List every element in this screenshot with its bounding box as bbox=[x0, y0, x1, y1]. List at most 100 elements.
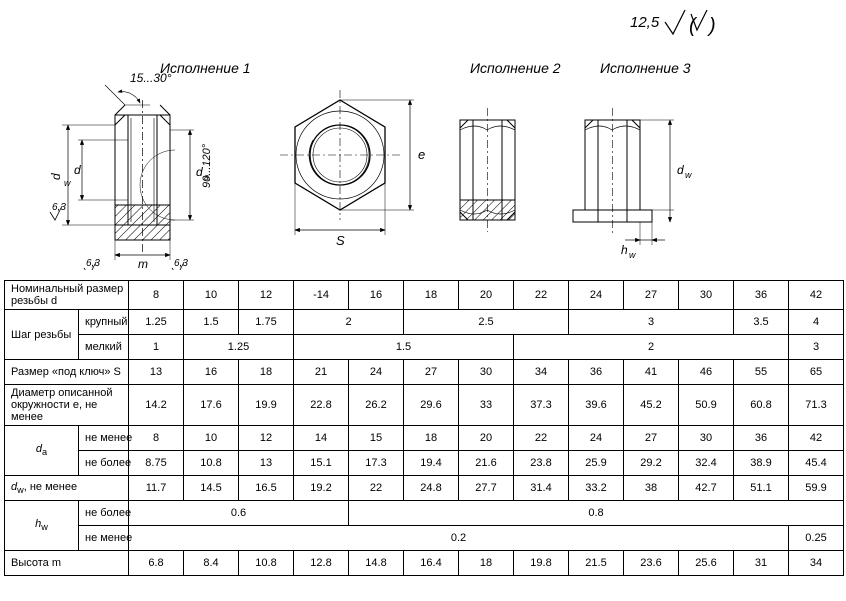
table-cell: 21.6 bbox=[459, 451, 514, 476]
table-cell: 0.8 bbox=[349, 501, 844, 526]
table-cell: hw bbox=[5, 501, 79, 551]
table-cell: 16 bbox=[184, 360, 239, 385]
table-cell: -14 bbox=[294, 281, 349, 310]
table-cell: 12 bbox=[239, 426, 294, 451]
table-cell: 29.2 bbox=[624, 451, 679, 476]
table-cell: 10 bbox=[184, 426, 239, 451]
table-cell: 1.5 bbox=[294, 335, 514, 360]
table-cell: 0.25 bbox=[789, 526, 844, 551]
svg-text:): ) bbox=[707, 15, 716, 37]
table-cell: 51.1 bbox=[734, 476, 789, 501]
table-cell: 24.8 bbox=[404, 476, 459, 501]
table-cell: 17.6 bbox=[184, 385, 239, 426]
surface-finish-mark: 12,5 ( ) bbox=[630, 8, 733, 38]
table-cell: 22 bbox=[349, 476, 404, 501]
table-cell: 41 bbox=[624, 360, 679, 385]
svg-text:d: d bbox=[677, 163, 684, 177]
table-cell: 4 bbox=[789, 310, 844, 335]
table-cell: 12.8 bbox=[294, 551, 349, 576]
table-cell: 13 bbox=[239, 451, 294, 476]
table-cell: 60.8 bbox=[734, 385, 789, 426]
svg-text:S: S bbox=[336, 233, 345, 248]
table-cell: 26.2 bbox=[349, 385, 404, 426]
table-cell: 10.8 bbox=[239, 551, 294, 576]
table-cell: крупный bbox=[79, 310, 129, 335]
table-cell: 22.8 bbox=[294, 385, 349, 426]
table-cell: 1.25 bbox=[129, 310, 184, 335]
table-cell: 13 bbox=[129, 360, 184, 385]
table-cell: не более bbox=[79, 451, 129, 476]
table-cell: 27 bbox=[624, 281, 679, 310]
table-cell: 27 bbox=[404, 360, 459, 385]
table-cell: 10 bbox=[184, 281, 239, 310]
svg-text:90...120°: 90...120° bbox=[201, 143, 213, 188]
table-cell: 19.8 bbox=[514, 551, 569, 576]
table-cell: Размер «под ключ» S bbox=[5, 360, 129, 385]
table-cell: 27 bbox=[624, 426, 679, 451]
table-cell: 11.7 bbox=[129, 476, 184, 501]
table-cell: 36 bbox=[734, 426, 789, 451]
table-cell: 18 bbox=[459, 551, 514, 576]
svg-text:w: w bbox=[629, 250, 636, 260]
table-cell: 14.5 bbox=[184, 476, 239, 501]
table-cell: 33 bbox=[459, 385, 514, 426]
table-cell: 2 bbox=[514, 335, 789, 360]
table-cell: 19.4 bbox=[404, 451, 459, 476]
table-cell: 31 bbox=[734, 551, 789, 576]
table-cell: 8 bbox=[129, 426, 184, 451]
table-cell: 34 bbox=[514, 360, 569, 385]
table-cell: 39.6 bbox=[569, 385, 624, 426]
table-cell: 14.8 bbox=[349, 551, 404, 576]
table-cell: 16 bbox=[349, 281, 404, 310]
table-cell: 8 bbox=[129, 281, 184, 310]
table-cell: 25.6 bbox=[679, 551, 734, 576]
table-cell: 36 bbox=[569, 360, 624, 385]
svg-text:(: ( bbox=[689, 15, 698, 37]
table-cell: 6.8 bbox=[129, 551, 184, 576]
table-cell: 16.4 bbox=[404, 551, 459, 576]
table-cell: 65 bbox=[789, 360, 844, 385]
table-cell: 42 bbox=[789, 426, 844, 451]
table-cell: не более bbox=[79, 501, 129, 526]
table-cell: 23.8 bbox=[514, 451, 569, 476]
table-cell: 3 bbox=[789, 335, 844, 360]
technical-drawing: 15...30° d w d 6,3 d a 90...120° m 6,3 6… bbox=[20, 50, 760, 270]
table-cell: 18 bbox=[239, 360, 294, 385]
table-cell: 8.4 bbox=[184, 551, 239, 576]
table-cell: 1.25 bbox=[184, 335, 294, 360]
table-cell: 15 bbox=[349, 426, 404, 451]
table-cell: Диаметр описанной окружности e, не менее bbox=[5, 385, 129, 426]
table-cell: 14 bbox=[294, 426, 349, 451]
table-cell: мелкий bbox=[79, 335, 129, 360]
table-cell: 33.2 bbox=[569, 476, 624, 501]
table-cell: 1.75 bbox=[239, 310, 294, 335]
table-cell: 24 bbox=[569, 281, 624, 310]
table-cell: 1 bbox=[129, 335, 184, 360]
table-cell: 38.9 bbox=[734, 451, 789, 476]
table-cell: 32.4 bbox=[679, 451, 734, 476]
table-cell: 42 bbox=[789, 281, 844, 310]
table-cell: 2 bbox=[294, 310, 404, 335]
table-cell: 24 bbox=[569, 426, 624, 451]
table-cell: 38 bbox=[624, 476, 679, 501]
table-cell: 59.9 bbox=[789, 476, 844, 501]
dimensions-table: Номинальный размер резьбы d81012-1416182… bbox=[4, 280, 842, 576]
svg-text:h: h bbox=[621, 243, 628, 257]
table-cell: 23.6 bbox=[624, 551, 679, 576]
table-cell: 0.6 bbox=[129, 501, 349, 526]
table-cell: 18 bbox=[404, 281, 459, 310]
table-cell: не менее bbox=[79, 426, 129, 451]
table-cell: 25.9 bbox=[569, 451, 624, 476]
table-cell: 45.4 bbox=[789, 451, 844, 476]
table-cell: 34 bbox=[789, 551, 844, 576]
table-cell: 1.5 bbox=[184, 310, 239, 335]
table-cell: 46 bbox=[679, 360, 734, 385]
table-cell: 71.3 bbox=[789, 385, 844, 426]
table-cell: 8.75 bbox=[129, 451, 184, 476]
table-cell: da bbox=[5, 426, 79, 476]
table-cell: Номинальный размер резьбы d bbox=[5, 281, 129, 310]
svg-text:w: w bbox=[64, 178, 71, 188]
table-cell: 10.8 bbox=[184, 451, 239, 476]
table-cell: 31.4 bbox=[514, 476, 569, 501]
table-cell: 22 bbox=[514, 426, 569, 451]
